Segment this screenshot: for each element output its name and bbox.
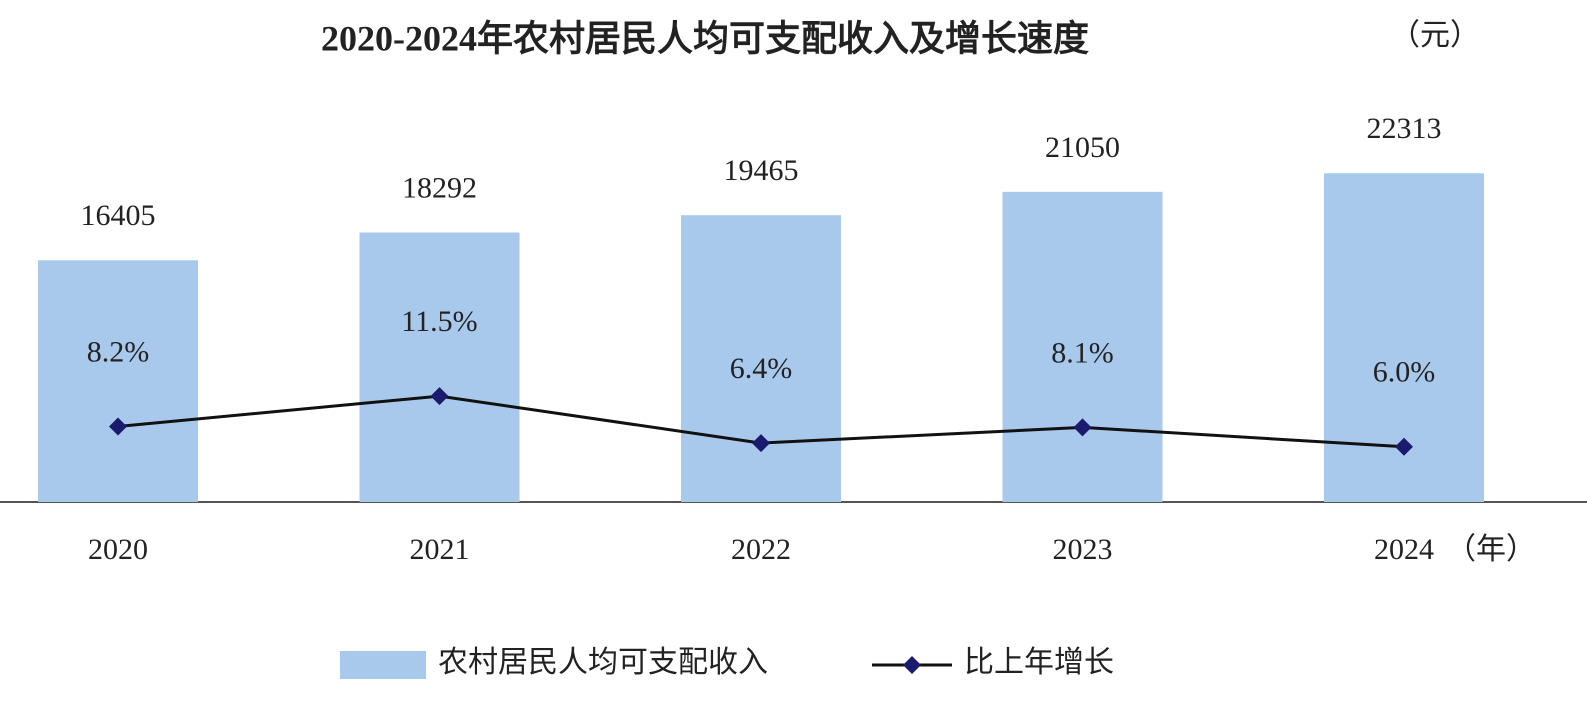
y-unit: （元）: [1390, 19, 1480, 52]
bar: [681, 215, 841, 502]
marker: [1395, 437, 1413, 456]
line-value-label: 11.5%: [401, 305, 477, 338]
bar-value-label: 16405: [81, 199, 156, 232]
line-value-label: 6.0%: [1373, 356, 1436, 389]
x-tick-label: 2021: [410, 533, 470, 566]
chart-title: 2020-2024年农村居民人均可支配收入及增长速度: [321, 18, 1089, 58]
x-unit: （年）: [1446, 533, 1536, 566]
legend-swatch: [340, 651, 426, 679]
x-tick-label: 2023: [1053, 533, 1113, 566]
bar-value-label: 21050: [1045, 131, 1120, 164]
legend-label: 比上年增长: [964, 646, 1114, 679]
marker: [1073, 418, 1092, 437]
bar-value-label: 19465: [724, 154, 799, 187]
x-tick-label: 2020: [88, 533, 148, 566]
legend-label: 农村居民人均可支配收入: [438, 646, 768, 679]
marker: [752, 434, 770, 453]
marker: [430, 387, 449, 406]
bar-value-label: 18292: [402, 171, 477, 204]
x-tick-label: 2022: [731, 533, 791, 566]
bar: [359, 232, 520, 502]
line-value-label: 6.4%: [730, 352, 793, 385]
line-value-label: 8.1%: [1051, 336, 1114, 369]
legend-marker: [903, 656, 921, 674]
bar: [38, 260, 198, 502]
x-tick-label: 2024: [1374, 533, 1434, 566]
line-value-label: 8.2%: [87, 335, 150, 368]
bar-value-label: 22313: [1367, 112, 1442, 145]
marker: [109, 417, 127, 436]
bar: [1002, 191, 1163, 502]
